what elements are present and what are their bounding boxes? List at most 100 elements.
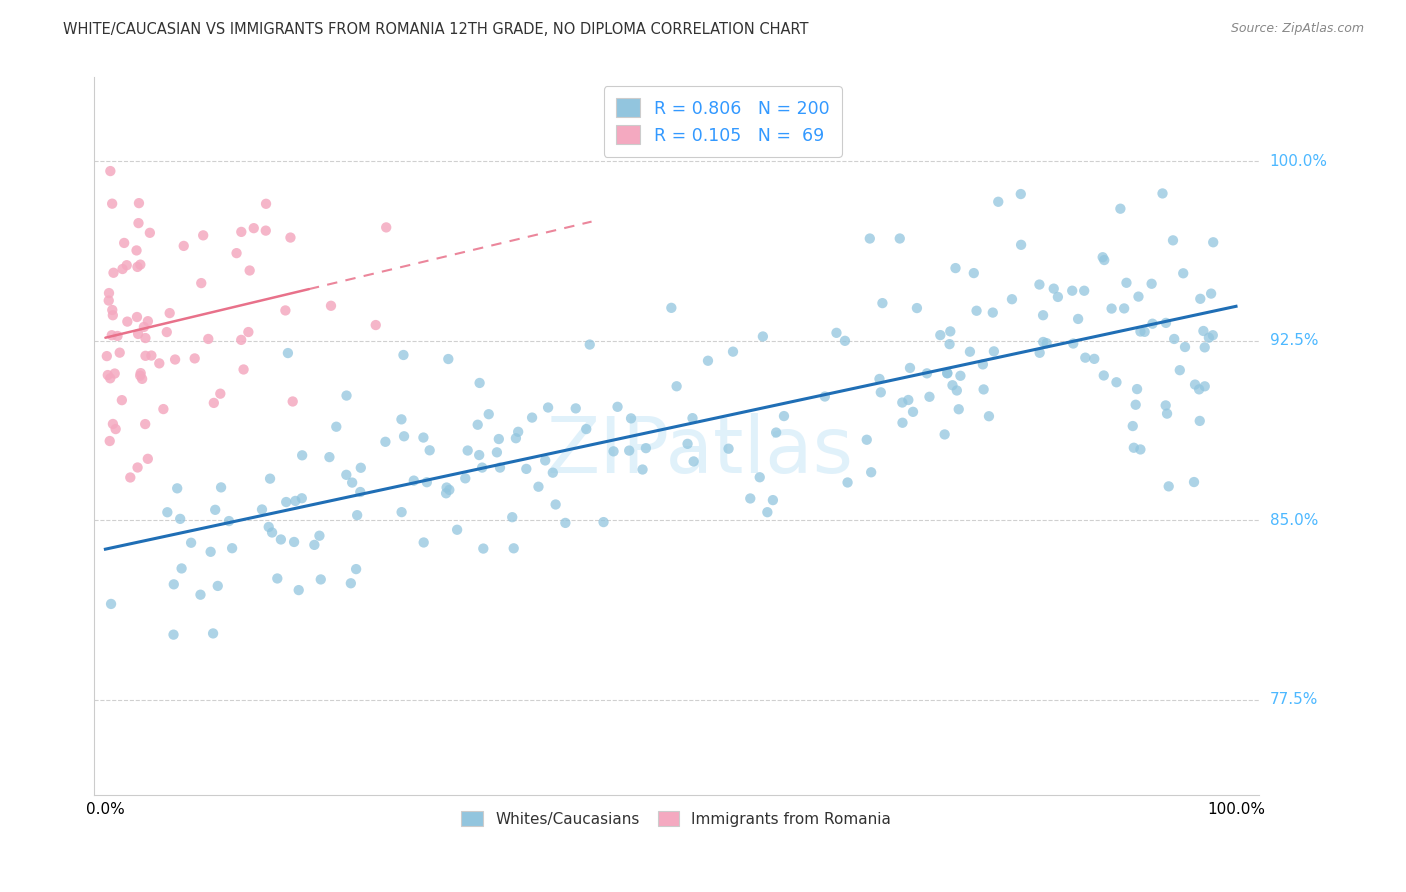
Point [103, 266, 125, 280]
Point [193, 228, 215, 243]
Point [620, 411, 643, 425]
Point [936, 366, 959, 380]
Point [257, 520, 280, 534]
Point [905, 301, 928, 315]
Text: 100.0%: 100.0% [1270, 153, 1327, 169]
Point [1142, 317, 1164, 331]
Point [436, 481, 458, 495]
Point [439, 483, 461, 497]
Point [897, 392, 920, 407]
Point [869, 372, 891, 386]
Point [231, 225, 253, 239]
Point [309, 573, 332, 587]
Point [987, 194, 1010, 209]
Point [773, 409, 796, 423]
Point [156, 505, 179, 519]
Point [335, 388, 357, 402]
Point [1101, 301, 1123, 316]
Point [915, 367, 938, 381]
Point [374, 434, 396, 449]
Point [478, 407, 501, 421]
Point [1202, 328, 1225, 343]
Point [1105, 376, 1128, 390]
Point [231, 333, 253, 347]
Point [276, 495, 298, 509]
Point [717, 442, 740, 456]
Point [825, 326, 848, 340]
Point [159, 306, 181, 320]
Point [134, 349, 156, 363]
Point [1010, 237, 1032, 252]
Point [1010, 187, 1032, 202]
Point [889, 231, 911, 245]
Point [127, 460, 149, 475]
Point [1161, 233, 1184, 247]
Point [262, 525, 284, 540]
Point [1125, 398, 1147, 412]
Point [434, 486, 457, 500]
Point [101, 196, 124, 211]
Point [564, 401, 586, 416]
Point [437, 351, 460, 366]
Point [1182, 475, 1205, 489]
Point [1194, 340, 1216, 354]
Point [1073, 284, 1095, 298]
Point [1042, 282, 1064, 296]
Point [508, 425, 530, 439]
Point [1154, 398, 1177, 412]
Point [938, 337, 960, 351]
Point [97, 293, 120, 308]
Point [752, 329, 775, 343]
Point [765, 425, 787, 440]
Point [606, 400, 628, 414]
Point [281, 394, 304, 409]
Point [107, 329, 129, 343]
Y-axis label: 12th Grade, No Diploma: 12th Grade, No Diploma [0, 343, 7, 529]
Point [972, 358, 994, 372]
Point [592, 515, 614, 529]
Point [125, 310, 148, 324]
Point [202, 396, 225, 410]
Point [104, 422, 127, 436]
Point [682, 454, 704, 468]
Point [515, 462, 537, 476]
Point [148, 356, 170, 370]
Point [349, 485, 371, 500]
Point [1129, 325, 1152, 339]
Point [1046, 290, 1069, 304]
Point [1092, 252, 1115, 267]
Point [949, 368, 972, 383]
Point [391, 412, 413, 426]
Point [537, 401, 560, 415]
Point [1091, 250, 1114, 264]
Point [983, 344, 1005, 359]
Point [1184, 377, 1206, 392]
Point [918, 390, 941, 404]
Point [120, 470, 142, 484]
Point [111, 393, 134, 408]
Point [721, 344, 744, 359]
Point [274, 303, 297, 318]
Point [335, 467, 357, 482]
Point [134, 417, 156, 431]
Point [1126, 382, 1149, 396]
Point [319, 299, 342, 313]
Point [1188, 414, 1211, 428]
Point [1174, 340, 1197, 354]
Point [250, 502, 273, 516]
Point [200, 545, 222, 559]
Point [225, 246, 247, 260]
Point [544, 498, 567, 512]
Point [834, 334, 856, 348]
Point [959, 344, 981, 359]
Point [575, 422, 598, 436]
Point [98, 371, 121, 385]
Point [134, 331, 156, 345]
Point [136, 451, 159, 466]
Point [340, 475, 363, 490]
Point [665, 379, 688, 393]
Point [127, 326, 149, 341]
Point [101, 417, 124, 431]
Text: Source: ZipAtlas.com: Source: ZipAtlas.com [1230, 22, 1364, 36]
Point [197, 332, 219, 346]
